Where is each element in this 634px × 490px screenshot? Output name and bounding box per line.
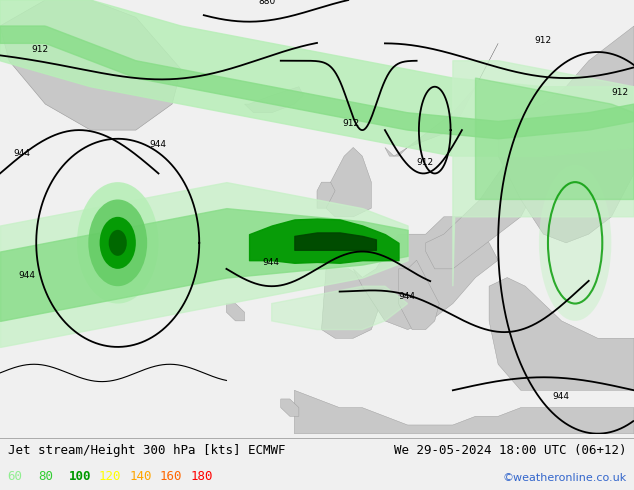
Polygon shape bbox=[281, 399, 299, 416]
Text: 140: 140 bbox=[129, 470, 152, 483]
Text: 160: 160 bbox=[160, 470, 182, 483]
Ellipse shape bbox=[539, 165, 611, 321]
Text: 944: 944 bbox=[399, 292, 415, 301]
Text: 912: 912 bbox=[342, 119, 359, 128]
Polygon shape bbox=[385, 44, 498, 156]
Polygon shape bbox=[489, 277, 634, 391]
Text: 912: 912 bbox=[534, 36, 552, 46]
Polygon shape bbox=[498, 26, 634, 243]
Text: Jet stream/Height 300 hPa [kts] ECMWF: Jet stream/Height 300 hPa [kts] ECMWF bbox=[8, 444, 285, 457]
Text: 944: 944 bbox=[13, 149, 30, 158]
Polygon shape bbox=[226, 304, 245, 321]
Polygon shape bbox=[317, 182, 335, 208]
Polygon shape bbox=[476, 78, 634, 199]
Text: ©weatheronline.co.uk: ©weatheronline.co.uk bbox=[502, 473, 626, 483]
Polygon shape bbox=[294, 391, 634, 434]
Text: 60: 60 bbox=[8, 470, 23, 483]
Text: 100: 100 bbox=[68, 470, 91, 483]
Ellipse shape bbox=[100, 217, 136, 269]
Text: 944: 944 bbox=[262, 258, 280, 267]
Ellipse shape bbox=[77, 182, 158, 304]
Text: 880: 880 bbox=[259, 0, 276, 6]
Polygon shape bbox=[272, 286, 408, 330]
Polygon shape bbox=[353, 217, 498, 330]
Text: We 29-05-2024 18:00 UTC (06+12): We 29-05-2024 18:00 UTC (06+12) bbox=[394, 444, 626, 457]
Polygon shape bbox=[321, 269, 380, 338]
Text: 944: 944 bbox=[18, 270, 35, 279]
Ellipse shape bbox=[88, 199, 147, 286]
Polygon shape bbox=[453, 61, 634, 286]
Polygon shape bbox=[399, 260, 439, 330]
Text: 912: 912 bbox=[611, 88, 628, 98]
Text: 944: 944 bbox=[150, 141, 167, 149]
Polygon shape bbox=[0, 0, 181, 130]
Text: 80: 80 bbox=[38, 470, 53, 483]
Text: 180: 180 bbox=[190, 470, 212, 483]
Polygon shape bbox=[245, 87, 304, 113]
Ellipse shape bbox=[108, 230, 127, 256]
Text: 944: 944 bbox=[552, 392, 569, 401]
Polygon shape bbox=[326, 147, 372, 217]
Text: 912: 912 bbox=[32, 45, 49, 54]
Text: 912: 912 bbox=[417, 158, 434, 167]
Text: 120: 120 bbox=[99, 470, 121, 483]
Polygon shape bbox=[425, 113, 566, 269]
